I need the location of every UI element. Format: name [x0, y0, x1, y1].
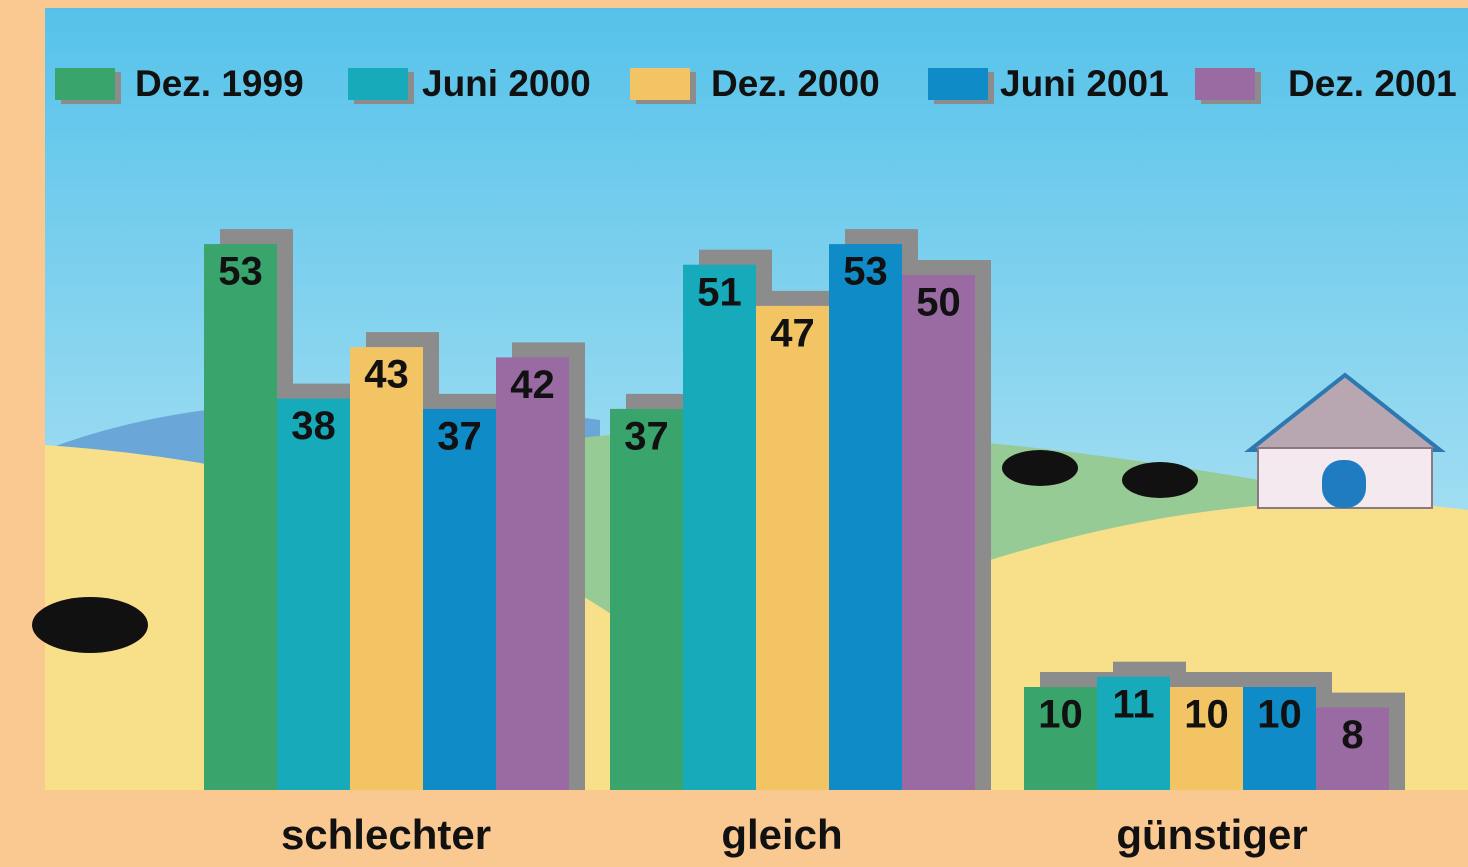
- data-label: 10: [1038, 693, 1083, 737]
- data-label: 51: [697, 270, 742, 314]
- bar: [1024, 687, 1097, 790]
- legend-swatch: [928, 68, 988, 100]
- legend-swatch: [1195, 68, 1255, 100]
- bar: [204, 244, 277, 791]
- data-label: 47: [770, 311, 815, 355]
- category-label: günstiger: [1116, 811, 1307, 858]
- cows: [32, 450, 1198, 653]
- data-label: 10: [1184, 693, 1229, 737]
- bar: [610, 408, 683, 790]
- bar: [423, 408, 496, 790]
- bars: 53 38 43 37 42 37 51 47 53 50 10 11 10 10 8: [204, 244, 1389, 791]
- data-label: 11: [1112, 682, 1154, 726]
- data-label: 37: [624, 414, 669, 458]
- bar: [829, 244, 902, 791]
- bar: [1316, 707, 1389, 790]
- data-label: 50: [916, 281, 961, 325]
- category-label: schlechter: [281, 811, 491, 858]
- category-label: gleich: [721, 811, 842, 858]
- bar: [1243, 687, 1316, 790]
- bar: [683, 264, 756, 790]
- legend-label: Dez. 1999: [135, 63, 304, 104]
- bar: [1170, 687, 1243, 790]
- data-label: 53: [218, 250, 263, 294]
- data-label: 53: [843, 250, 888, 294]
- data-label: 10: [1257, 693, 1302, 737]
- legend-label: Juni 2000: [422, 63, 591, 104]
- legend-swatch: [348, 68, 408, 100]
- bar: [350, 347, 423, 790]
- data-label: 37: [437, 414, 482, 458]
- bar: [277, 398, 350, 790]
- data-label: 43: [364, 353, 409, 397]
- legend-label: Dez. 2000: [711, 63, 880, 104]
- legend-label: Juni 2001: [1000, 63, 1169, 104]
- barn: [1244, 372, 1446, 509]
- legend-swatch: [55, 68, 115, 100]
- bar: [902, 275, 975, 790]
- bar: [496, 357, 569, 790]
- legend: Dez. 1999 Juni 2000 Dez. 2000 Juni 2001 Dez.…: [55, 63, 1457, 104]
- legend-swatch: [630, 68, 690, 100]
- legend-label: Dez. 2001: [1288, 63, 1457, 104]
- data-label: 38: [291, 404, 336, 448]
- data-label: 8: [1341, 713, 1363, 757]
- bar: [756, 305, 829, 790]
- bar: [1097, 676, 1170, 790]
- data-label: 42: [510, 363, 555, 407]
